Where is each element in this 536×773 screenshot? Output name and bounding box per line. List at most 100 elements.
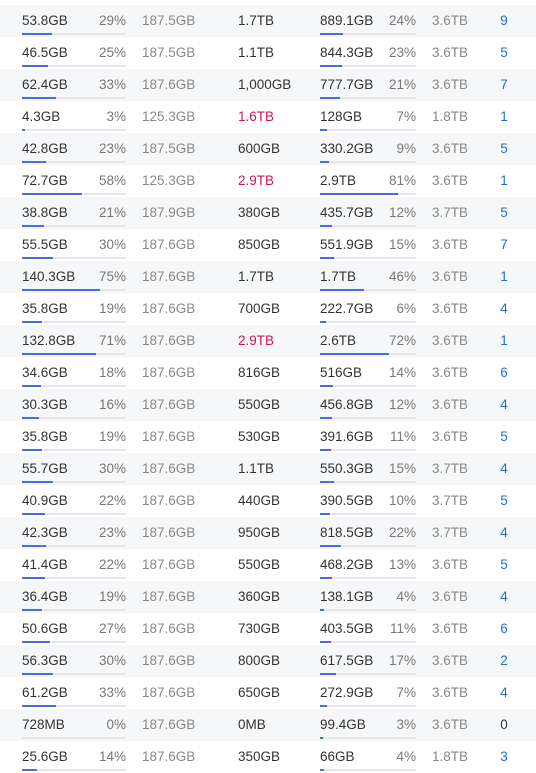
memory-used: 55.7GB — [22, 461, 68, 476]
requested-storage: 600GB — [238, 141, 281, 156]
disk-usage-bar-fill — [320, 513, 330, 515]
requested-storage: 1,000GB — [238, 77, 292, 92]
disk-total: 3.6TB — [432, 717, 469, 732]
disk-usage-bar — [320, 705, 416, 707]
table-row: 50.6GB 27% 187.6GB 730GB 403.5GB 11% 3.6TB 6 — [0, 613, 536, 645]
disk-used: 889.1GB — [320, 13, 374, 28]
pod-count-link[interactable]: 4 — [500, 301, 508, 316]
disk-used: 435.7GB — [320, 205, 374, 220]
disk-percent: 15% — [388, 237, 416, 252]
disk-usage-bar-fill — [320, 769, 324, 771]
memory-used: 41.4GB — [22, 557, 68, 572]
pod-count-link[interactable]: 1 — [500, 109, 508, 124]
disk-percent: 23% — [388, 45, 416, 60]
pod-count-link[interactable]: 4 — [500, 397, 508, 412]
pod-count-link[interactable]: 5 — [500, 45, 508, 60]
memory-percent: 19% — [98, 589, 126, 604]
pod-count-link[interactable]: 5 — [500, 205, 508, 220]
requested-storage: 1.6TB — [238, 109, 275, 124]
memory-percent: 21% — [98, 205, 126, 220]
disk-used: 99.4GB — [320, 717, 366, 732]
memory-percent: 27% — [98, 621, 126, 636]
disk-usage-bar-fill — [320, 97, 341, 99]
disk-used: 551.9GB — [320, 237, 374, 252]
table-row: 61.2GB 33% 187.6GB 650GB 272.9GB 7% 3.6TB 4 — [0, 677, 536, 709]
memory-usage-bar — [22, 97, 126, 99]
memory-total: 187.6GB — [142, 269, 196, 284]
disk-usage-bar-fill — [320, 257, 335, 259]
memory-used: 25.6GB — [22, 749, 68, 764]
disk-used: 2.9TB — [320, 173, 357, 188]
pod-count-link[interactable]: 6 — [500, 621, 508, 636]
table-row: 40.9GB 22% 187.6GB 440GB 390.5GB 10% 3.7TB 5 — [0, 485, 536, 517]
pod-count-link[interactable]: 4 — [500, 461, 508, 476]
pod-count-link[interactable]: 1 — [500, 173, 508, 188]
pod-count-link[interactable]: 4 — [500, 525, 508, 540]
memory-percent: 29% — [98, 13, 126, 28]
disk-percent: 10% — [388, 493, 416, 508]
disk-used: 468.2GB — [320, 557, 374, 572]
table-row: 55.5GB 30% 187.6GB 850GB 551.9GB 15% 3.6TB 7 — [0, 229, 536, 261]
disk-percent: 12% — [388, 205, 416, 220]
disk-usage-bar — [320, 545, 416, 547]
memory-usage-bar-fill — [22, 481, 54, 483]
disk-used: 550.3GB — [320, 461, 374, 476]
pod-count-link[interactable]: 5 — [500, 557, 508, 572]
pod-count-link[interactable]: 5 — [500, 141, 508, 156]
memory-total: 187.5GB — [142, 13, 196, 28]
disk-usage-bar — [320, 641, 416, 643]
disk-usage-bar — [320, 673, 416, 675]
table-row: 34.6GB 18% 187.6GB 816GB 516GB 14% 3.6TB 6 — [0, 357, 536, 389]
memory-usage-bar-fill — [22, 193, 83, 195]
table-row: 56.3GB 30% 187.6GB 800GB 617.5GB 17% 3.6TB 2 — [0, 645, 536, 677]
pod-count-link[interactable]: 4 — [500, 589, 508, 604]
disk-usage-bar-fill — [320, 65, 343, 67]
memory-used: 728MB — [22, 717, 65, 732]
pod-count-link[interactable]: 2 — [500, 653, 508, 668]
disk-total: 3.6TB — [432, 333, 469, 348]
disk-percent: 4% — [396, 589, 416, 604]
memory-total: 187.6GB — [142, 557, 196, 572]
pod-count-link[interactable]: 9 — [500, 13, 508, 28]
disk-percent: 15% — [388, 461, 416, 476]
memory-usage-bar-fill — [22, 385, 41, 387]
pod-count-link[interactable]: 1 — [500, 269, 508, 284]
disk-total: 3.7TB — [432, 205, 469, 220]
table-row: 46.5GB 25% 187.5GB 1.1TB 844.3GB 23% 3.6TB 5 — [0, 37, 536, 69]
table-row: 35.8GB 19% 187.6GB 700GB 222.7GB 6% 3.6TB 4 — [0, 293, 536, 325]
memory-percent: 0% — [106, 717, 126, 732]
table-row: 62.4GB 33% 187.6GB 1,000GB 777.7GB 21% 3.6TB 7 — [0, 69, 536, 101]
memory-used: 56.3GB — [22, 653, 68, 668]
pod-count-link[interactable]: 7 — [500, 77, 508, 92]
pod-count-link[interactable]: 5 — [500, 429, 508, 444]
requested-storage: 800GB — [238, 653, 281, 668]
memory-used: 42.3GB — [22, 525, 68, 540]
memory-percent: 30% — [98, 237, 126, 252]
memory-percent: 3% — [106, 109, 126, 124]
memory-total: 187.6GB — [142, 77, 196, 92]
pod-count-link[interactable]: 7 — [500, 237, 508, 252]
disk-usage-bar-fill — [320, 481, 335, 483]
memory-total: 187.6GB — [142, 365, 196, 380]
disk-used: 456.8GB — [320, 397, 374, 412]
memory-usage-bar — [22, 289, 126, 291]
pod-count-link[interactable]: 6 — [500, 365, 508, 380]
disk-used: 390.5GB — [320, 493, 374, 508]
memory-total: 187.6GB — [142, 685, 196, 700]
memory-percent: 22% — [98, 557, 126, 572]
pod-count-link[interactable]: 3 — [500, 749, 508, 764]
memory-usage-bar-fill — [22, 97, 57, 99]
pod-count-link[interactable]: 4 — [500, 685, 508, 700]
disk-total: 3.6TB — [432, 173, 469, 188]
pod-count-link[interactable]: 5 — [500, 493, 508, 508]
disk-usage-bar — [320, 513, 416, 515]
disk-total: 1.8TB — [432, 109, 469, 124]
disk-used: 66GB — [320, 749, 355, 764]
requested-storage: 380GB — [238, 205, 281, 220]
pod-count-link: 0 — [500, 717, 508, 732]
pod-count-link[interactable]: 1 — [500, 333, 508, 348]
disk-usage-bar — [320, 769, 416, 771]
memory-usage-bar — [22, 705, 126, 707]
disk-used: 330.2GB — [320, 141, 374, 156]
memory-total: 187.6GB — [142, 333, 196, 348]
